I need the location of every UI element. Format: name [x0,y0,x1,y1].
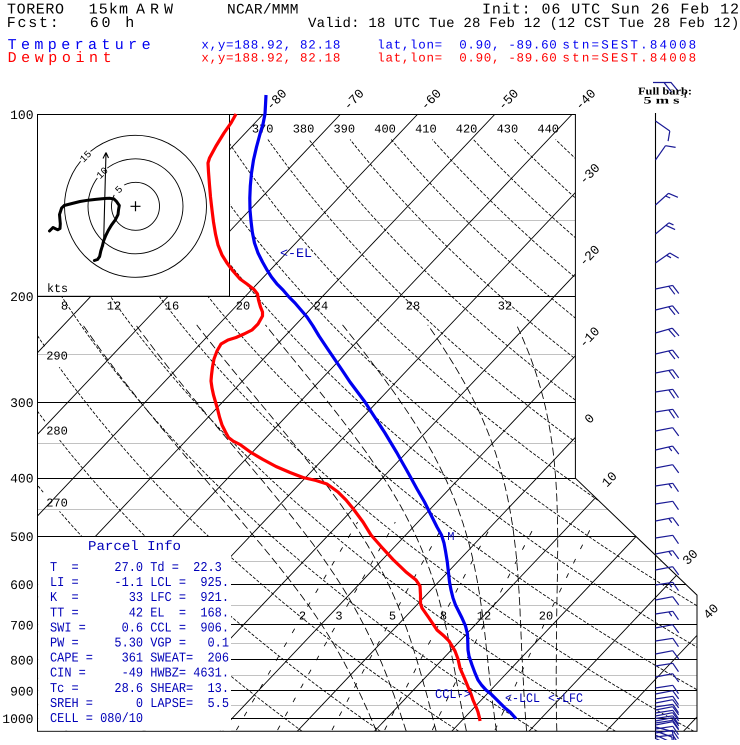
svg-text:800: 800 [10,654,33,669]
svg-text:300: 300 [10,396,33,411]
svg-text:<-LFC: <-LFC [548,691,583,706]
svg-text:3: 3 [335,609,342,623]
svg-text:kts: kts [47,282,68,296]
svg-text:12: 12 [477,609,491,623]
svg-text:290: 290 [46,349,68,363]
svg-text:PW = 5.30 VGP = 0.1: PW = 5.30 VGP = 0.1 [50,637,229,652]
svg-text:CCL->: CCL-> [435,687,471,702]
svg-text:430: 430 [497,122,519,136]
svg-text:x,y=188.92, 82.18: x,y=188.92, 82.18 [201,39,340,53]
svg-text:Temperature: Temperature [8,37,151,54]
svg-text:NCAR/MMM: NCAR/MMM [227,3,298,19]
svg-text:SWI = 0.6 CCL = 906.: SWI = 0.6 CCL = 906. [50,621,229,636]
svg-text:-1: -1 [681,91,688,100]
svg-text:16: 16 [165,300,179,314]
svg-text:400: 400 [10,472,33,487]
svg-text:CIN = -49 HWBZ= 4631.: CIN = -49 HWBZ= 4631. [50,667,229,682]
svg-text:20: 20 [236,300,250,314]
svg-text:SREH = 0 LAPSE= 5.5: SREH = 0 LAPSE= 5.5 [50,697,229,712]
svg-text:CAPE = 361 SWEAT= 206: CAPE = 361 SWEAT= 206 [50,652,229,667]
svg-text:TT = 42 EL = 168.: TT = 42 EL = 168. [50,606,229,621]
svg-text:15km: 15km [89,2,128,19]
svg-text:400: 400 [374,122,396,136]
svg-text:8: 8 [61,300,68,314]
svg-text:lat,lon= 0.90, -89.60: lat,lon= 0.90, -89.60 [377,52,557,66]
svg-text:28: 28 [406,300,420,314]
svg-text:280: 280 [46,424,68,438]
svg-text:700: 700 [10,619,33,634]
svg-text:lat,lon= 0.90, -89.60: lat,lon= 0.90, -89.60 [377,39,557,53]
svg-text:TORERO: TORERO [7,2,64,19]
svg-text:380: 380 [293,122,315,136]
svg-text:420: 420 [456,122,478,136]
svg-text:900: 900 [10,684,33,699]
svg-text:24: 24 [314,300,328,314]
svg-text:8: 8 [440,609,447,623]
svg-text:12: 12 [107,300,121,314]
svg-text:2: 2 [299,609,306,623]
svg-text:5: 5 [389,609,396,623]
svg-text:LI = -1.1 LCL = 925.: LI = -1.1 LCL = 925. [50,576,229,591]
svg-text:440: 440 [537,122,559,136]
svg-text:M: M [447,530,454,544]
svg-text:Full barb:: Full barb: [638,87,692,98]
svg-text:390: 390 [333,122,355,136]
svg-text:Fcst:: Fcst: [7,15,59,32]
svg-text:x,y=188.92, 82.18: x,y=188.92, 82.18 [201,52,340,66]
svg-text:<-LCL: <-LCL [505,691,540,706]
svg-text:Tc = 28.6 SHEAR= 13.: Tc = 28.6 SHEAR= 13. [50,682,229,697]
svg-text:200: 200 [10,290,33,305]
svg-text:CELL = 080/10: CELL = 080/10 [50,712,143,727]
svg-text:500: 500 [10,530,33,545]
svg-text:K = 33 LFC = 921.: K = 33 LFC = 921. [50,591,229,606]
svg-text:1000: 1000 [2,712,33,727]
svg-text:Valid: 18 UTC Tue 28 Feb 12 (1: Valid: 18 UTC Tue 28 Feb 12 (12 CST Tue … [308,16,739,32]
svg-text:32: 32 [498,300,512,314]
svg-text:Init: 06 UTC Sun 26 Feb 12: Init: 06 UTC Sun 26 Feb 12 [482,2,739,19]
svg-text:600: 600 [10,578,33,593]
svg-text:<-EL: <-EL [280,246,312,261]
svg-text:270: 270 [46,496,68,510]
svg-text:410: 410 [415,122,437,136]
svg-text:T = 27.0 Td = 22.3: T = 27.0 Td = 22.3 [50,561,222,576]
svg-text:5 m s: 5 m s [644,96,680,107]
svg-text:100: 100 [10,108,33,123]
svg-text:Parcel Info: Parcel Info [88,540,181,555]
svg-text:20: 20 [539,609,553,623]
svg-text:ARW: ARW [136,2,173,19]
